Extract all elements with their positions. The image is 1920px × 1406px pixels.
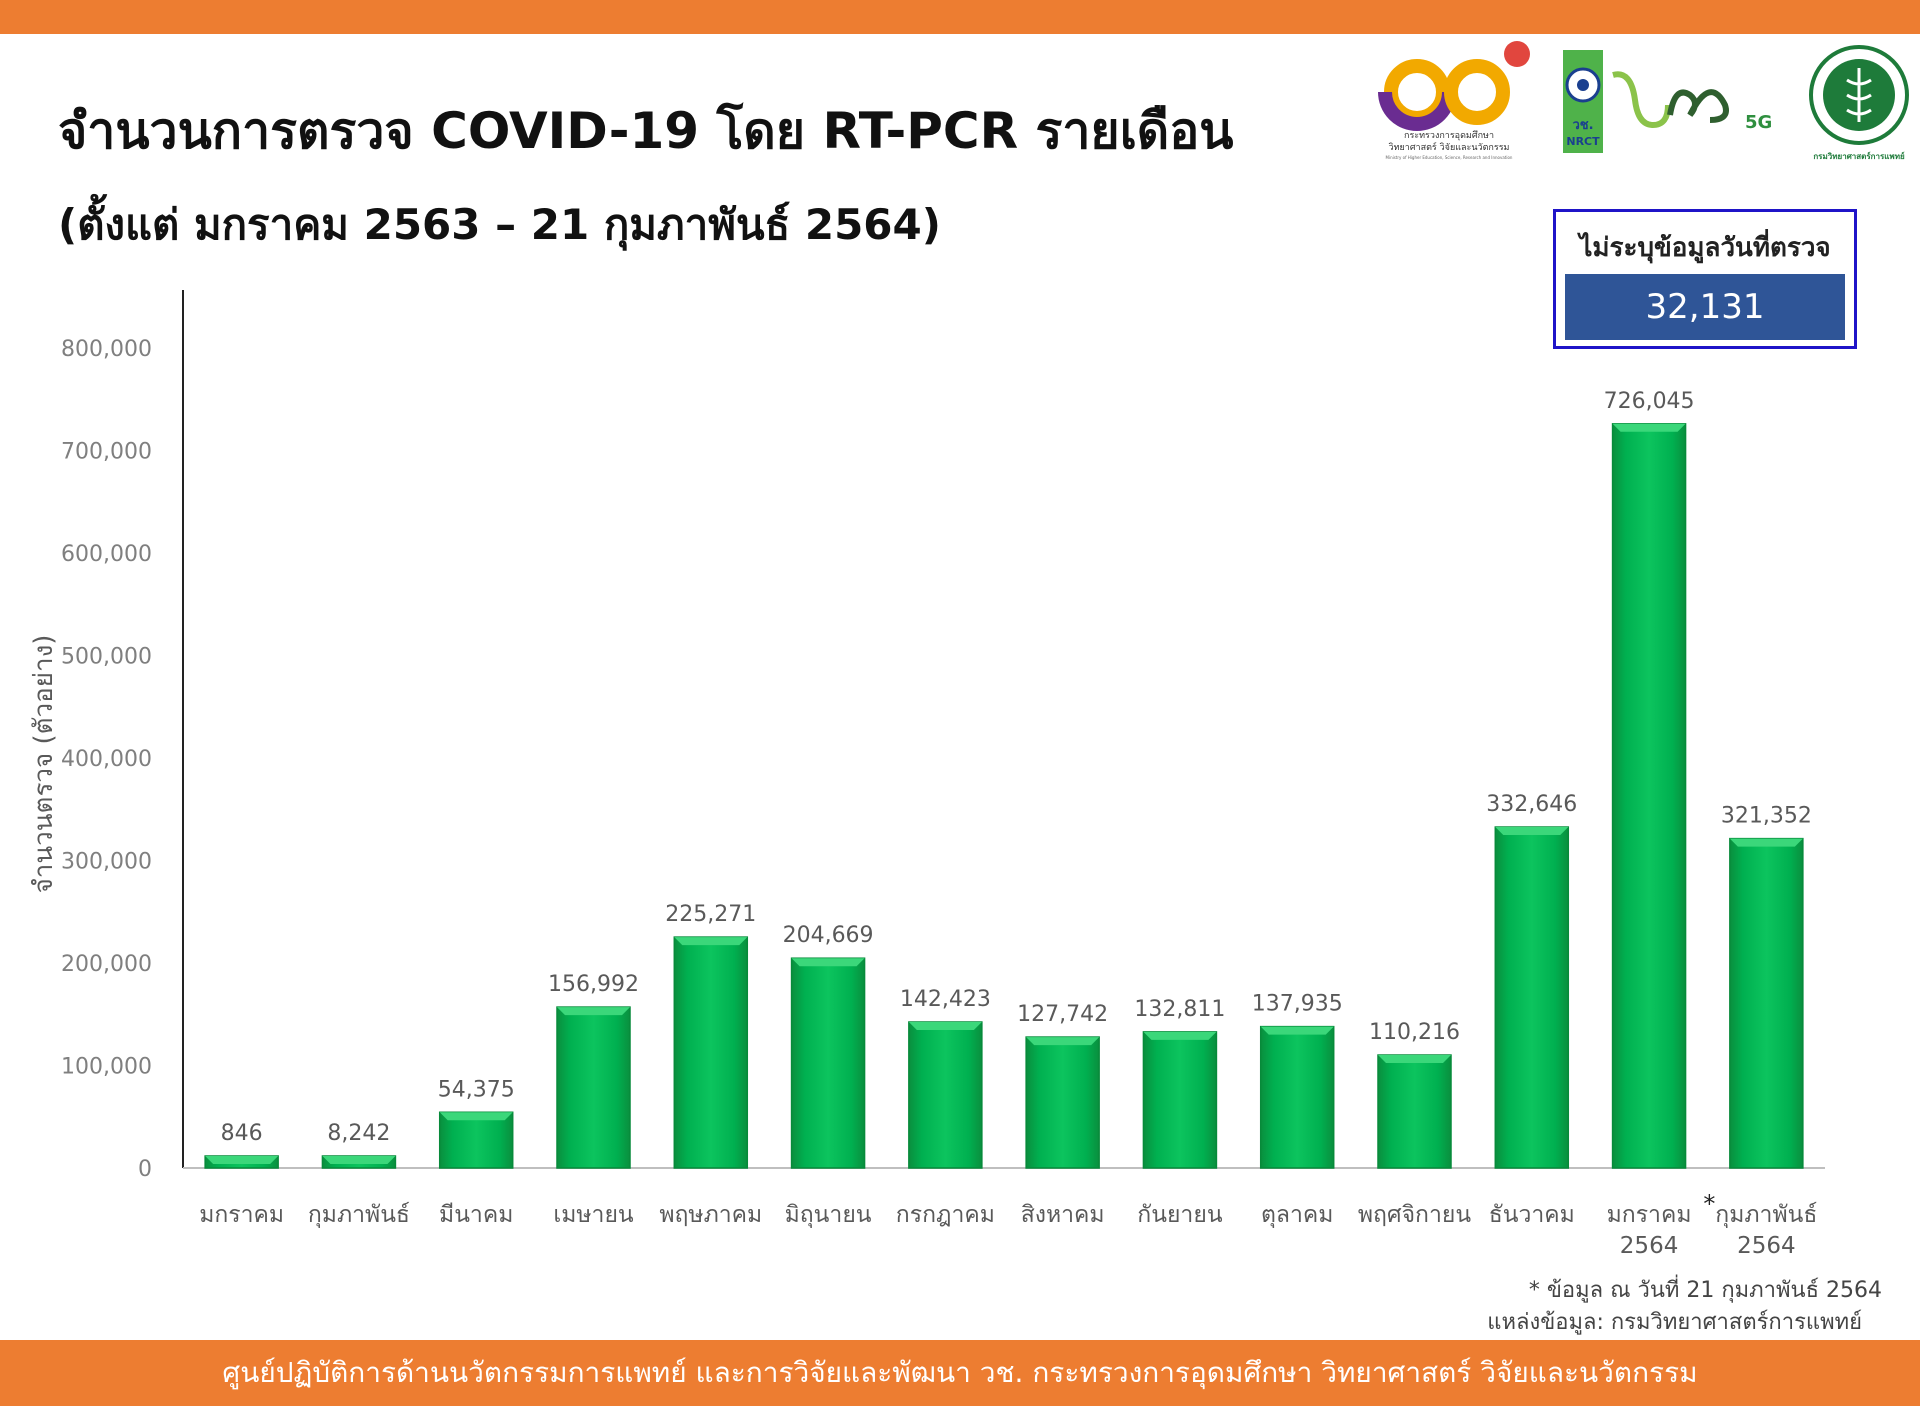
- data-label: 156,992: [548, 972, 639, 997]
- bar: [1611, 423, 1687, 1169]
- bar-bevel: [1378, 1055, 1451, 1064]
- bar-bevel: [908, 1022, 982, 1031]
- data-label: 321,352: [1721, 804, 1812, 829]
- x-tick-label: กุมภาพันธ์: [308, 1201, 410, 1228]
- data-label: 127,742: [1017, 1002, 1108, 1027]
- nrct-logo: วช. NRCT: [1563, 50, 1603, 153]
- unspecified-date-box: ไม่ระบุข้อมูลวันที่ตรวจ 32,131: [1553, 209, 1857, 349]
- bar: [556, 1006, 631, 1169]
- data-label: 110,216: [1369, 1020, 1460, 1045]
- y-tick-label: 500,000: [61, 645, 152, 670]
- asterisk-mark: *: [1703, 1190, 1715, 1218]
- x-tick-label: กุมภาพันธ์: [1715, 1201, 1817, 1228]
- x-tick-label: กรกฎาคม: [896, 1202, 995, 1228]
- bar-bevel: [791, 958, 865, 967]
- data-label: 142,423: [900, 987, 991, 1012]
- x-tick-label: สิงหาคม: [1021, 1202, 1105, 1228]
- y-tick-label: 800,000: [61, 337, 152, 362]
- bar: [908, 1021, 983, 1169]
- y-axis-label: จำนวนตรวจ (ตัวอย่าง): [29, 635, 59, 894]
- x-tick-label: มีนาคม: [439, 1202, 513, 1228]
- mhesi-text-1: กระทรวงการอุดมศึกษา: [1404, 130, 1494, 141]
- x-tick-label: พฤษภาคม: [659, 1202, 762, 1228]
- x-tick-label: พฤศจิกายน: [1358, 1202, 1471, 1228]
- vch5g-text: 5G: [1745, 112, 1772, 133]
- bar: [1025, 1036, 1100, 1169]
- bar: [1729, 837, 1804, 1169]
- page-subtitle: (ตั้งแต่ มกราคม 2563 – 21 กุมภาพันธ์ 256…: [58, 200, 941, 249]
- x-tick-label: 2564: [1620, 1233, 1679, 1259]
- top-accent-bar: [0, 0, 1920, 34]
- data-label: 137,935: [1252, 992, 1343, 1017]
- bar-bevel: [322, 1156, 396, 1164]
- x-tick-label: 2564: [1737, 1233, 1796, 1259]
- y-tick-label: 300,000: [61, 850, 152, 875]
- y-tick-label: 400,000: [61, 747, 152, 772]
- data-date-note: * ข้อมูล ณ วันที่ 21 กุมภาพันธ์ 2564: [1528, 1278, 1882, 1303]
- y-tick-label: 600,000: [61, 542, 152, 567]
- data-label: 204,669: [783, 923, 874, 948]
- mhesi-text-2: วิทยาศาสตร์ วิจัยและนวัตกรรม: [1389, 141, 1510, 153]
- y-tick-label: 100,000: [61, 1055, 152, 1080]
- y-tick-label: 0: [138, 1157, 152, 1182]
- x-tick-label: เมษายน: [553, 1202, 634, 1228]
- bar: [438, 1111, 514, 1169]
- y-tick-label: 200,000: [61, 952, 152, 977]
- bar: [1377, 1054, 1452, 1169]
- x-tick-label: กันยายน: [1137, 1202, 1223, 1228]
- moph-text: กรมวิทยาศาสตร์การแพทย์: [1813, 151, 1905, 161]
- bar-bevel: [439, 1112, 513, 1121]
- bar-bevel: [205, 1156, 279, 1164]
- bar-bevel: [557, 1007, 630, 1016]
- bar: [673, 936, 749, 1169]
- bar-bevel: [1143, 1031, 1217, 1040]
- moph-logo: กรมวิทยาศาสตร์การแพทย์: [1809, 45, 1909, 161]
- bar-bevel: [1495, 827, 1569, 836]
- bar-bevel: [1612, 423, 1686, 432]
- bar-bevel: [1026, 1037, 1100, 1046]
- bar: [1259, 1025, 1335, 1169]
- bar: [1494, 826, 1570, 1169]
- bar-bevel: [674, 937, 748, 946]
- nrct-name: NRCT: [1566, 135, 1600, 148]
- nrct-abbr: วช.: [1572, 118, 1593, 133]
- footer-text: ศูนย์ปฏิบัติการด้านนวัตกรรมการแพทย์ และก…: [222, 1356, 1698, 1389]
- data-label: 132,811: [1134, 997, 1225, 1022]
- bar-bevel: [1729, 838, 1803, 847]
- bar-bevel: [1260, 1026, 1334, 1035]
- data-label: 332,646: [1486, 792, 1577, 817]
- bar: [790, 957, 866, 1169]
- y-tick-label: 700,000: [61, 440, 152, 465]
- mhesi-text-3: Ministry of Higher Education, Science, R…: [1386, 155, 1513, 160]
- data-label: 8,242: [327, 1121, 390, 1146]
- x-tick-label: มิถุนายน: [785, 1202, 872, 1228]
- unspecified-date-value: 32,131: [1565, 274, 1845, 340]
- x-tick-label: ตุลาคม: [1261, 1202, 1334, 1228]
- page-title: จำนวนการตรวจ COVID-19 โดย RT-PCR รายเดือ…: [58, 102, 1234, 160]
- x-tick-label: ธันวาคม: [1489, 1202, 1575, 1228]
- x-tick-label: มกราคม: [1607, 1202, 1692, 1228]
- data-source-note: แหล่งข้อมูล: กรมวิทยาศาสตร์การแพทย์: [1487, 1310, 1862, 1335]
- footer-bar: ศูนย์ปฏิบัติการด้านนวัตกรรมการแพทย์ และก…: [0, 1340, 1920, 1406]
- bar-chart: 0 100,000 200,000 300,000 400,000 500,000 600,…: [29, 290, 1825, 1259]
- unspecified-date-title: ไม่ระบุข้อมูลวันที่ตรวจ: [1579, 233, 1831, 263]
- vch5g-logo: 5G: [1612, 71, 1772, 133]
- data-label: 54,375: [438, 1077, 515, 1102]
- data-label: 726,045: [1604, 389, 1695, 414]
- logo-strip: กระทรวงการอุดมศึกษา วิทยาศาสตร์ วิจัยและ…: [1378, 41, 1909, 161]
- data-label: 225,271: [665, 902, 756, 927]
- x-tick-label: มกราคม: [199, 1202, 284, 1228]
- data-label: 846: [221, 1121, 263, 1146]
- bar: [1142, 1031, 1218, 1169]
- mhesi-logo: กระทรวงการอุดมศึกษา วิทยาศาสตร์ วิจัยและ…: [1378, 41, 1530, 160]
